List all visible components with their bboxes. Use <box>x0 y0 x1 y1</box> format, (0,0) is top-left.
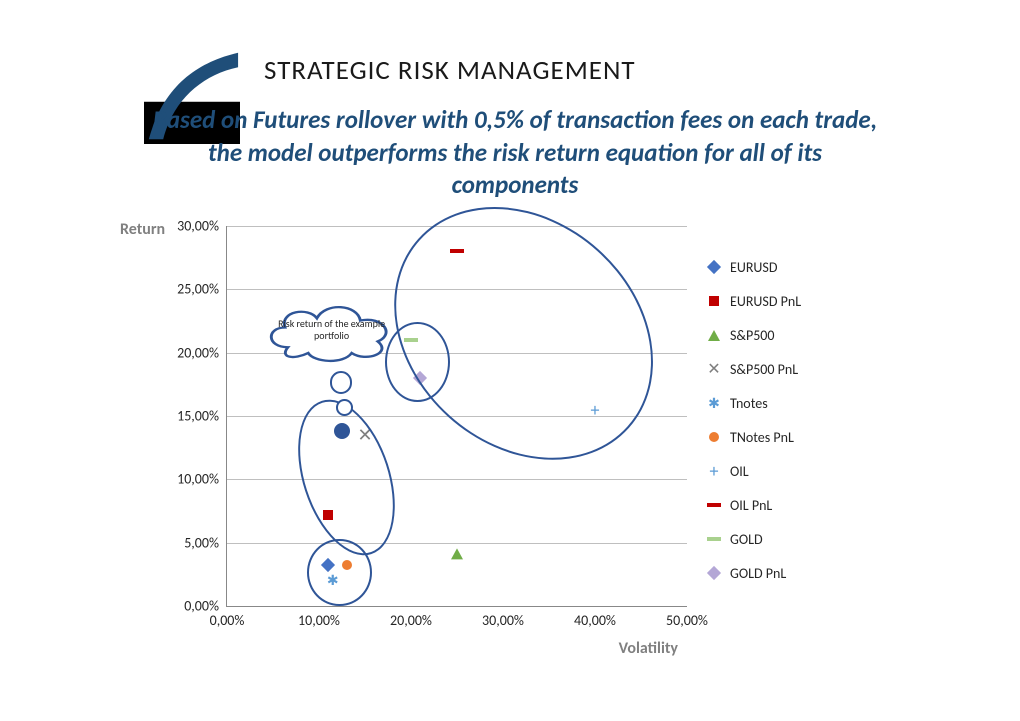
data-point <box>450 249 464 253</box>
legend-item: EURUSD <box>706 250 886 284</box>
data-point <box>451 549 463 560</box>
x-axis-label: Volatility <box>619 639 678 658</box>
x-tick-label: 20,00% <box>390 606 432 629</box>
y-tick-label: 15,00% <box>177 408 227 425</box>
legend-label: EURUSD <box>730 259 777 276</box>
data-point <box>404 338 418 342</box>
y-tick-label: 10,00% <box>177 471 227 488</box>
legend-item: +OIL <box>706 454 886 488</box>
page: STRATEGIC RISK MANAGEMENT Based on Futur… <box>0 0 1020 721</box>
gridline-h <box>227 416 687 417</box>
data-point: ✱ <box>327 574 339 588</box>
gridline-h <box>227 479 687 480</box>
x-tick-label: 10,00% <box>298 606 340 629</box>
y-tick-label: 25,00% <box>177 281 227 298</box>
legend-item: ✕S&P500 PnL <box>706 352 886 386</box>
legend-label: OIL <box>730 463 749 480</box>
legend-label: GOLD <box>730 531 763 548</box>
data-point <box>323 510 333 520</box>
legend-item: EURUSD PnL <box>706 284 886 318</box>
legend-label: TNotes PnL <box>730 429 794 446</box>
data-point: ✕ <box>357 426 372 444</box>
legend-label: GOLD PnL <box>730 565 786 582</box>
data-point <box>413 371 427 385</box>
annotation-cloud-bubble <box>330 371 352 393</box>
annotation-cloud: Risk return of the example portfolio <box>259 295 404 365</box>
legend-item: GOLD <box>706 522 886 556</box>
annotation-cloud-bubble <box>336 399 353 416</box>
data-point <box>334 423 350 439</box>
legend-item: OIL PnL <box>706 488 886 522</box>
scatter-chart: Return Volatility 0,00%5,00%10,00%15,00%… <box>126 220 898 660</box>
legend-item: GOLD PnL <box>706 556 886 590</box>
company-title: STRATEGIC RISK MANAGEMENT <box>264 54 636 87</box>
legend-label: S&P500 <box>730 327 775 344</box>
x-tick-label: 0,00% <box>210 606 245 629</box>
subtitle: Based on Futures rollover with 0,5% of t… <box>150 104 880 202</box>
data-point <box>342 560 352 570</box>
y-tick-label: 30,00% <box>177 218 227 235</box>
y-tick-label: 5,00% <box>184 534 227 551</box>
plot-area: 0,00%5,00%10,00%15,00%20,00%25,00%30,00%… <box>226 226 687 607</box>
data-point <box>321 558 335 572</box>
y-tick-label: 20,00% <box>177 344 227 361</box>
legend-item: ✱Tnotes <box>706 386 886 420</box>
legend: EURUSD EURUSD PnL S&P500 ✕S&P500 PnL✱Tnotes… <box>706 250 886 590</box>
gridline-h <box>227 289 687 290</box>
annotation-ellipse <box>307 539 372 606</box>
x-tick-label: 40,00% <box>574 606 616 629</box>
legend-item: TNotes PnL <box>706 420 886 454</box>
gridline-h <box>227 543 687 544</box>
annotation-cloud-text: Risk return of the example portfolio <box>267 318 396 341</box>
x-tick-label: 50,00% <box>666 606 708 629</box>
y-axis-label: Return <box>120 220 165 239</box>
gridline-h <box>227 226 687 227</box>
legend-item: S&P500 <box>706 318 886 352</box>
x-tick-label: 30,00% <box>482 606 524 629</box>
data-point: + <box>591 401 600 419</box>
legend-label: OIL PnL <box>730 497 772 514</box>
legend-label: S&P500 PnL <box>730 361 798 378</box>
legend-label: EURUSD PnL <box>730 293 801 310</box>
legend-label: Tnotes <box>730 395 768 412</box>
